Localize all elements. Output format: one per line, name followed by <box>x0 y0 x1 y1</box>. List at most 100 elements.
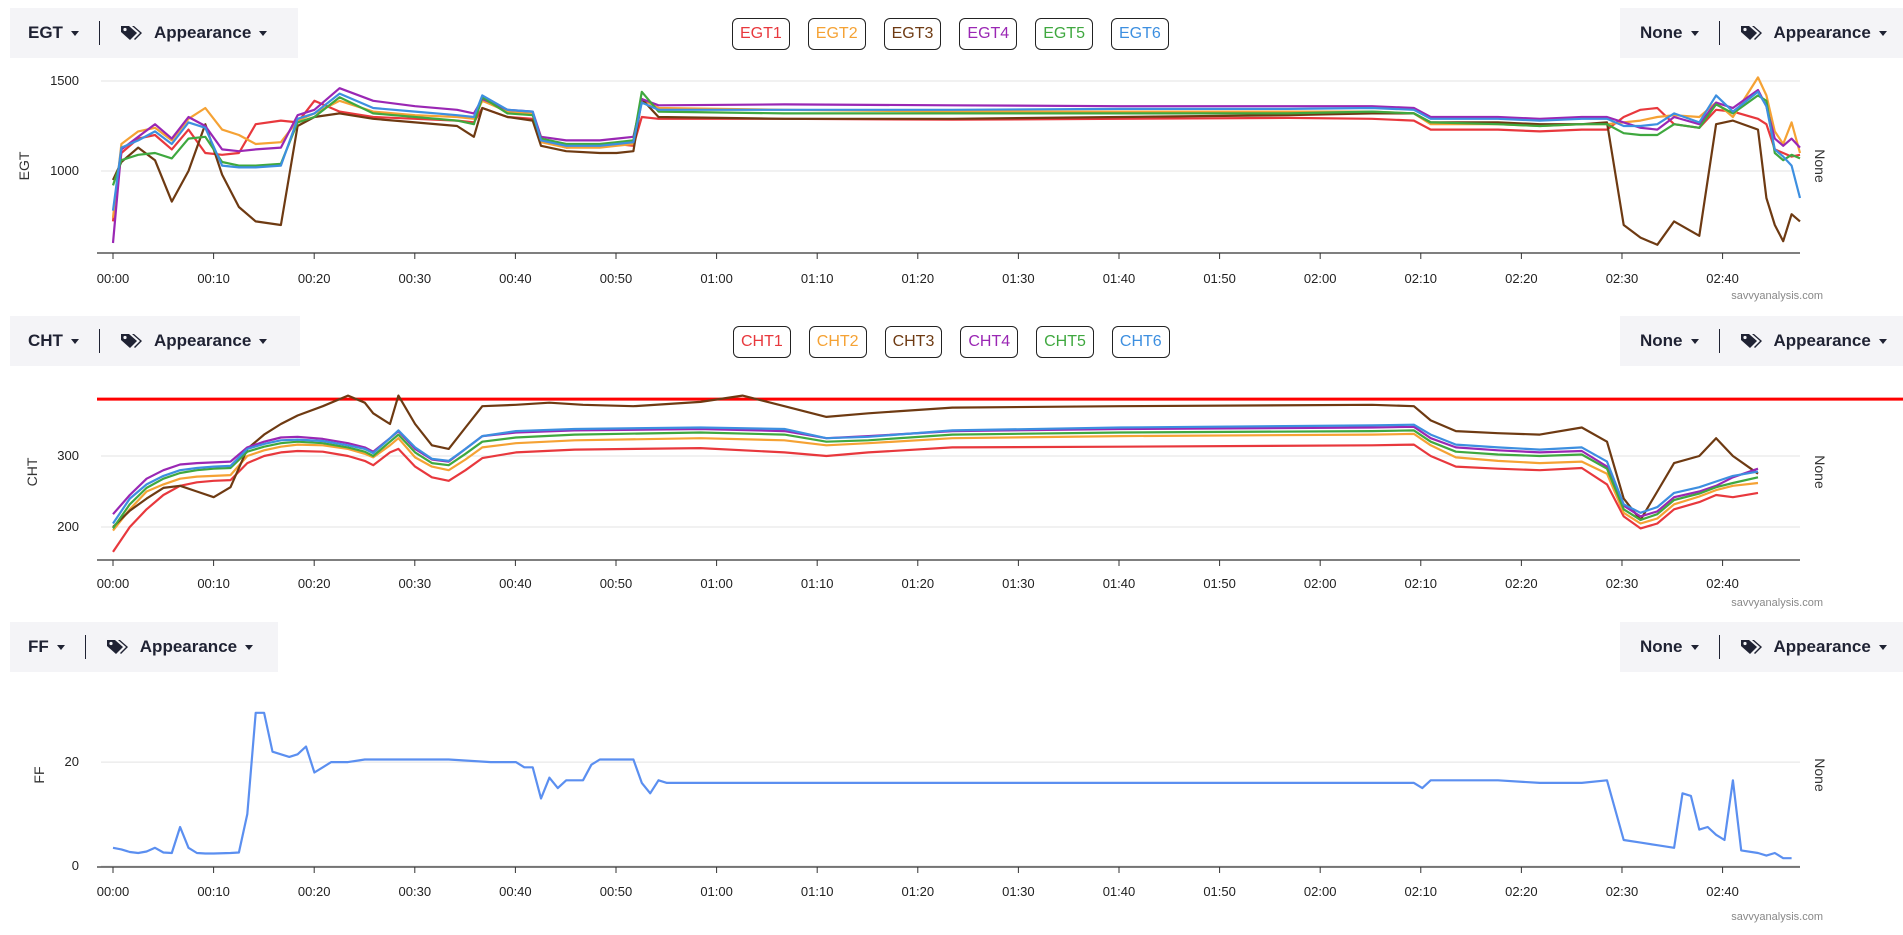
x-tick-label: 02:20 <box>1505 576 1538 591</box>
series-toggle-cht6[interactable]: CHT6 <box>1111 326 1170 358</box>
egt-right-appearance-dropdown[interactable]: Appearance <box>1740 23 1887 43</box>
cht-series-toggles: CHT1 CHT2 CHT3 CHT4 CHT5 CHT6 <box>733 326 1170 358</box>
chevron-down-icon <box>1690 30 1699 36</box>
x-tick-label: 02:30 <box>1606 576 1639 591</box>
series-line-cht5 <box>112 429 1759 530</box>
egt-param-label: EGT <box>28 23 63 42</box>
x-tick-label: 02:10 <box>1405 576 1438 591</box>
egt-right-param-dropdown[interactable]: None <box>1640 23 1699 43</box>
cht-right-controls: None Appearance <box>1620 316 1903 366</box>
y-tick-label: 20 <box>65 754 79 769</box>
ff-appearance-dropdown[interactable]: Appearance <box>106 637 254 657</box>
y-axis-label: EGT <box>16 151 32 180</box>
ff-right-appearance-label: Appearance <box>1773 637 1871 656</box>
x-tick-label: 01:30 <box>1002 271 1035 286</box>
x-tick-label: 02:40 <box>1706 271 1739 286</box>
x-tick-label: 00:30 <box>399 576 432 591</box>
cht-appearance-dropdown[interactable]: Appearance <box>120 331 268 351</box>
series-toggle-egt3[interactable]: EGT3 <box>883 18 942 50</box>
divider <box>1718 635 1720 659</box>
ff-right-param-label: None <box>1640 637 1683 656</box>
egt-param-dropdown[interactable]: EGT <box>28 23 79 43</box>
series-toggle-cht5[interactable]: CHT5 <box>1036 326 1094 358</box>
x-tick-label: 00:00 <box>97 884 130 899</box>
ff-param-dropdown[interactable]: FF <box>28 637 65 657</box>
x-tick-label: 00:20 <box>298 271 331 286</box>
ff-appearance-label: Appearance <box>139 637 238 656</box>
series-toggle-egt5[interactable]: EGT5 <box>1035 18 1093 50</box>
series-line-cht1 <box>112 443 1759 553</box>
cht-right-appearance-dropdown[interactable]: Appearance <box>1740 331 1887 351</box>
chevron-down-icon <box>1878 338 1887 344</box>
credit-text: savvyanalysis.com <box>1731 597 1823 609</box>
x-tick-label: 02:30 <box>1606 271 1639 286</box>
x-tick-label: 02:30 <box>1606 884 1639 899</box>
cht-chart: 200 300 00:00 00:10 00:20 00:30 00:40 00:50 01:0… <box>24 394 1903 591</box>
x-tick-label: 01:40 <box>1103 576 1136 591</box>
series-toggle-cht4[interactable]: CHT4 <box>960 326 1019 358</box>
credit-text: savvyanalysis.com <box>1731 290 1823 302</box>
cht-left-controls: CHT Appearance <box>10 316 300 366</box>
ff-right-appearance-dropdown[interactable]: Appearance <box>1740 637 1887 657</box>
ff-right-controls: None Appearance <box>1620 622 1903 672</box>
y-tick-label: 1500 <box>50 73 79 88</box>
series-toggle-cht3[interactable]: CHT3 <box>884 326 943 358</box>
x-tick-label: 00:50 <box>600 576 633 591</box>
egt-appearance-label: Appearance <box>153 23 252 42</box>
chevron-down-icon <box>1878 30 1887 36</box>
series-toggle-egt2[interactable]: EGT2 <box>807 18 866 50</box>
x-tick-label: 00:40 <box>499 884 532 899</box>
cht-param-dropdown[interactable]: CHT <box>28 331 79 351</box>
divider <box>98 21 100 45</box>
chevron-down-icon <box>259 338 268 344</box>
tags-icon <box>120 26 142 40</box>
ff-panel: FF Appearance None Appearance <box>0 620 1903 935</box>
tags-icon <box>1740 26 1762 40</box>
x-tick-label: 02:00 <box>1304 576 1337 591</box>
y-tick-label: 0 <box>72 858 79 873</box>
x-tick-label: 00:30 <box>399 884 432 899</box>
chevron-down-icon <box>245 644 254 650</box>
x-tick-label: 00:20 <box>298 884 331 899</box>
cht-right-param-dropdown[interactable]: None <box>1640 331 1699 351</box>
series-toggle-cht1[interactable]: CHT1 <box>733 326 791 358</box>
x-tick-label: 01:00 <box>700 884 733 899</box>
series-toggle-egt4[interactable]: EGT4 <box>959 18 1018 50</box>
x-tick-label: 01:50 <box>1203 576 1236 591</box>
chevron-down-icon <box>1878 644 1887 650</box>
x-tick-label: 02:20 <box>1505 884 1538 899</box>
right-axis-label: None <box>1812 758 1828 792</box>
divider <box>1718 329 1720 353</box>
y-tick-label: 1000 <box>50 163 79 178</box>
series-line-egt6 <box>111 90 1802 211</box>
tags-icon <box>1740 334 1762 348</box>
x-tick-label: 02:20 <box>1505 271 1538 286</box>
series-toggle-cht2[interactable]: CHT2 <box>808 326 867 358</box>
y-tick-label: 200 <box>57 519 79 534</box>
egt-right-controls: None Appearance <box>1620 8 1903 58</box>
x-tick-label: 02:10 <box>1405 271 1438 286</box>
right-axis-label: None <box>1812 149 1828 183</box>
cht-right-param-label: None <box>1640 331 1683 350</box>
cht-right-appearance-label: Appearance <box>1773 331 1871 350</box>
egt-series-toggles: EGT1 EGT2 EGT3 EGT4 EGT5 EGT6 <box>732 18 1169 50</box>
x-tick-label: 00:00 <box>97 271 130 286</box>
x-tick-label: 02:10 <box>1405 884 1438 899</box>
egt-appearance-dropdown[interactable]: Appearance <box>120 23 268 43</box>
ff-right-param-dropdown[interactable]: None <box>1640 637 1699 657</box>
x-tick-label: 00:10 <box>197 271 230 286</box>
y-axis-label: CHT <box>24 457 40 486</box>
x-tick-label: 00:10 <box>197 576 230 591</box>
egt-left-controls: EGT Appearance <box>10 8 298 58</box>
series-toggle-egt1[interactable]: EGT1 <box>732 18 790 50</box>
chevron-down-icon <box>70 338 79 344</box>
tags-icon <box>1740 640 1762 654</box>
ff-chart: 0 20 00:00 00:10 00:20 00:30 00:40 00:50 01:00 01… <box>31 711 1828 899</box>
x-tick-label: 02:00 <box>1304 271 1337 286</box>
series-toggle-egt6[interactable]: EGT6 <box>1110 18 1169 50</box>
divider <box>84 635 86 659</box>
y-tick-label: 300 <box>57 448 79 463</box>
x-tick-label: 01:00 <box>700 271 733 286</box>
x-tick-label: 01:50 <box>1203 884 1236 899</box>
x-tick-label: 02:40 <box>1706 576 1739 591</box>
